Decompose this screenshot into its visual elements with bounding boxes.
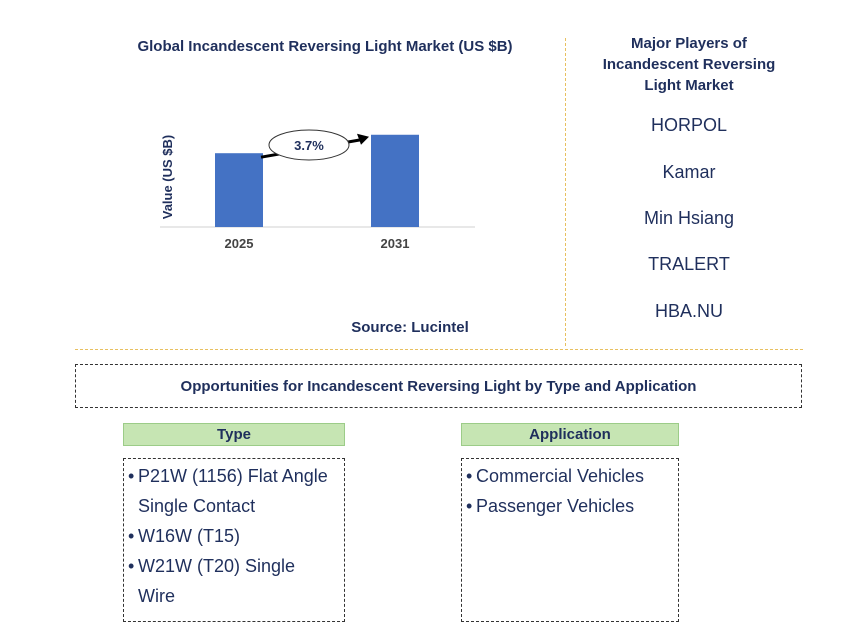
player-item: HORPOL (650, 115, 728, 135)
player-item: Min Hsiang (643, 208, 735, 228)
x-tick-label: 2025 (225, 236, 254, 251)
player-item: TRALERT (648, 254, 730, 274)
list-item: • Commercial Vehicles (466, 466, 645, 486)
application-header: Application (461, 423, 679, 446)
bar-chart: Value (US $B) 2025 2031 3.7% (160, 129, 475, 251)
list-item: • P21W (1156) Flat Angle Single Contact (128, 466, 328, 516)
chart-title: Global Incandescent Reversing Light Mark… (137, 38, 513, 55)
application-list: • Commercial Vehicles • Passenger Vehicles (461, 458, 679, 622)
source-label: Source: Lucintel (351, 319, 469, 336)
bar (371, 134, 419, 227)
type-header: Type (123, 423, 345, 446)
y-axis-label: Value (US $B) (160, 135, 175, 220)
players-title: Major Players of Incandescent Reversing … (602, 35, 776, 94)
cagr-label: 3.7% (294, 138, 324, 153)
bar (215, 153, 263, 227)
list-item: • W21W (T20) Single Wire (128, 556, 296, 606)
player-item: Kamar (662, 162, 716, 182)
cagr-bubble (268, 129, 350, 161)
arrow-head-icon (357, 133, 369, 145)
opportunities-title: Opportunities for Incandescent Reversing… (75, 364, 802, 408)
type-list: • P21W (1156) Flat Angle Single Contact •… (123, 458, 345, 622)
horizontal-divider (75, 349, 803, 350)
list-item: • Passenger Vehicles (466, 496, 635, 516)
vertical-divider (565, 38, 566, 346)
x-tick-label: 2031 (381, 236, 410, 251)
player-item: HBA.NU (654, 301, 723, 321)
list-item: • W16W (T15) (128, 526, 241, 546)
